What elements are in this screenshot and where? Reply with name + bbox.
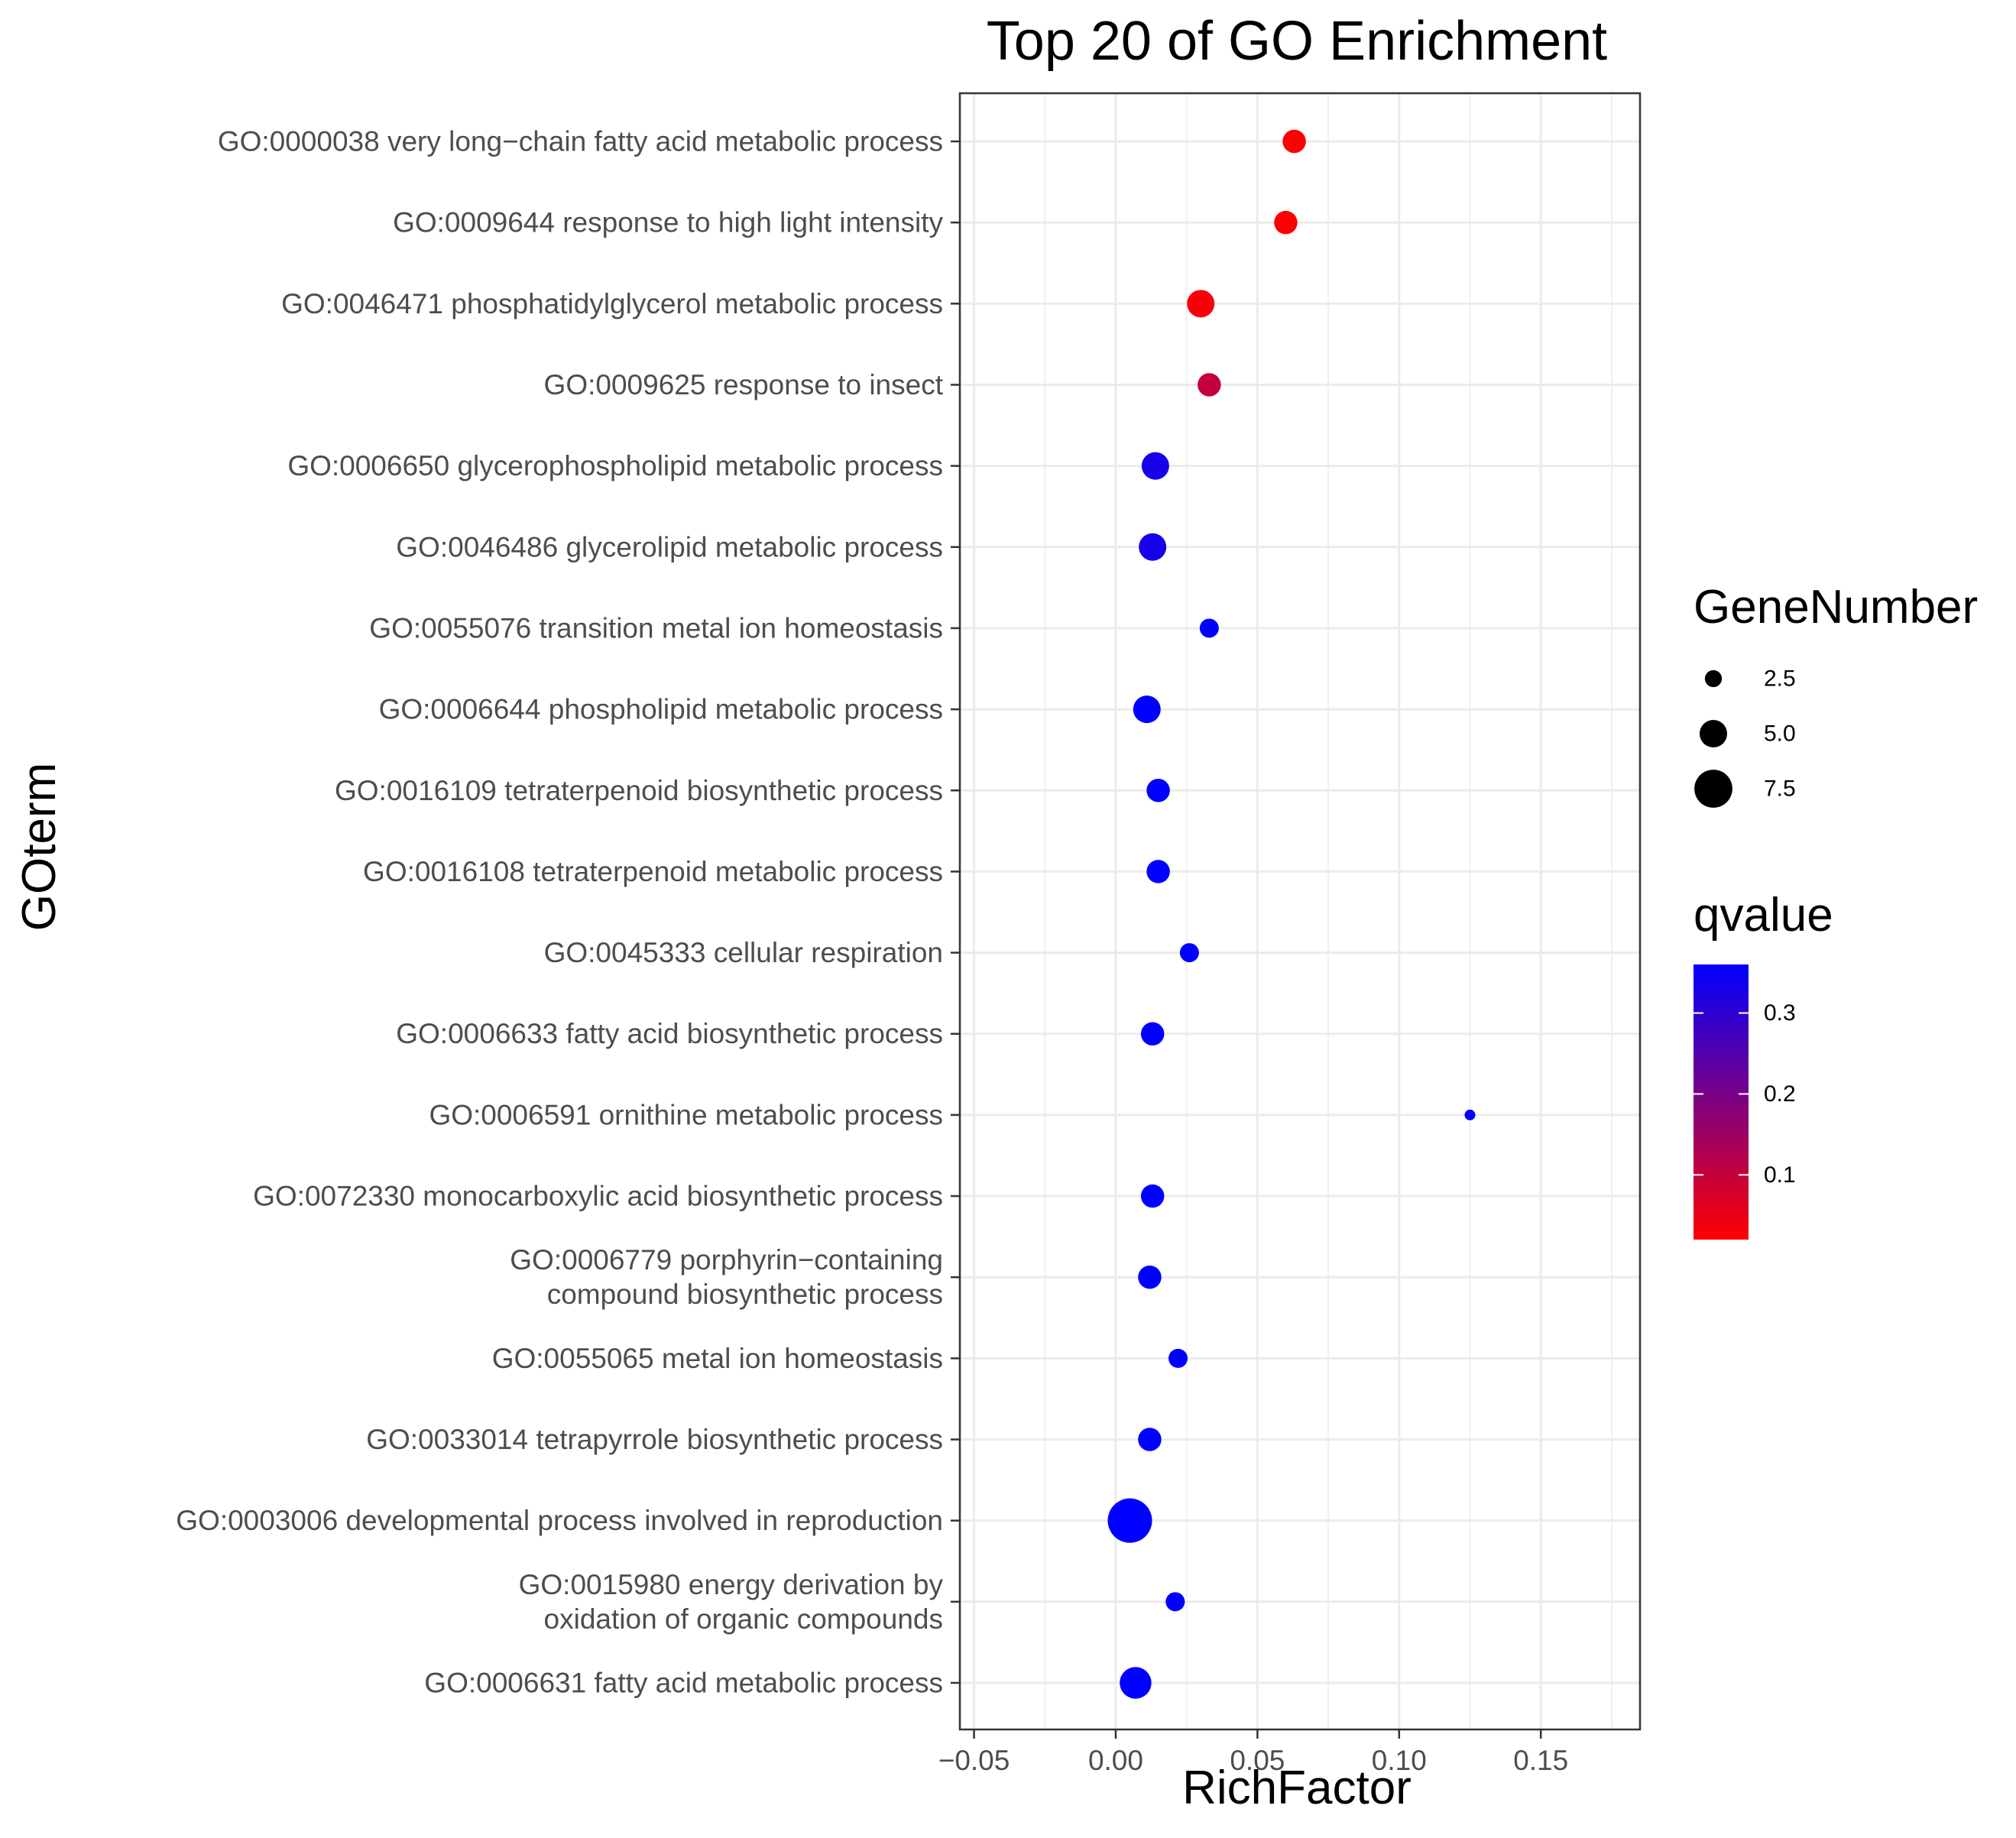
y-tick-label: GO:0006650 glycerophospholipid metabolic… — [287, 450, 943, 481]
y-tick-label: GO:0006644 phospholipid metabolic proces… — [379, 694, 943, 725]
y-tick-label: GO:0033014 tetrapyrrole biosynthetic pro… — [366, 1424, 943, 1455]
y-tick-label: GO:0055065 metal ion homeostasis — [492, 1343, 943, 1374]
data-point — [1133, 695, 1161, 724]
data-point — [1282, 129, 1306, 154]
y-tick-label: oxidation of organic compounds — [544, 1603, 943, 1635]
qvalue-legend: qvalue 0.3 0.2 0.1 — [1694, 889, 1833, 1240]
y-tick-label: GO:0016108 tetraterpenoid metabolic proc… — [363, 856, 943, 887]
y-tick-label: GO:0006591 ornithine metabolic process — [429, 1099, 943, 1130]
x-tick-label: 0.15 — [1513, 1745, 1568, 1776]
plot-panel: GO:0000038 very long−chain fatty acid me… — [176, 92, 1642, 1776]
size-legend-label: 7.5 — [1764, 776, 1796, 802]
y-tick-label: GO:0016109 tetraterpenoid biosynthetic p… — [335, 775, 943, 806]
y-tick-label: GO:0046471 phosphatidylglycerol metaboli… — [281, 288, 943, 319]
data-point — [1139, 533, 1167, 561]
data-point — [1179, 943, 1199, 963]
data-point — [1168, 1348, 1188, 1368]
data-point — [1146, 779, 1170, 802]
color-legend-label: 0.2 — [1764, 1081, 1796, 1107]
data-point — [1187, 290, 1215, 318]
y-tick-label: GO:0009625 response to insect — [544, 369, 944, 400]
size-legend-key — [1694, 770, 1732, 808]
data-point — [1146, 860, 1170, 883]
color-legend-label: 0.1 — [1764, 1162, 1796, 1188]
size-legend-key — [1704, 669, 1723, 688]
data-point — [1198, 373, 1221, 397]
size-legend-key — [1700, 720, 1727, 747]
y-tick-label: GO:0009644 response to high light intens… — [393, 207, 943, 238]
y-tick-label: GO:0006779 porphyrin−containing — [510, 1244, 943, 1276]
data-point — [1165, 1592, 1185, 1612]
color-legend-title: qvalue — [1694, 889, 1833, 942]
data-point — [1140, 1184, 1165, 1208]
x-tick-label: −0.05 — [938, 1745, 1010, 1776]
y-axis-title: GOterm — [13, 763, 66, 931]
color-legend-bar — [1694, 964, 1749, 1240]
color-legend-label: 0.3 — [1764, 1000, 1796, 1026]
y-tick-label: GO:0000038 very long−chain fatty acid me… — [218, 126, 943, 157]
y-tick-label: GO:0006633 fatty acid biosynthetic proce… — [396, 1018, 943, 1049]
x-tick-label: 0.00 — [1088, 1745, 1143, 1776]
data-point — [1141, 452, 1169, 480]
y-tick-label: GO:0006631 fatty acid metabolic process — [424, 1668, 943, 1699]
data-point — [1138, 1428, 1162, 1451]
x-axis-title: RichFactor — [1182, 1762, 1412, 1814]
y-tick-label: GO:0003006 developmental process involve… — [176, 1505, 943, 1536]
y-tick-label: compound biosynthetic process — [547, 1279, 943, 1310]
panel-border — [958, 92, 1642, 1731]
data-point — [1107, 1498, 1152, 1543]
y-tick-label: GO:0072330 monocarboxylic acid biosynthe… — [253, 1181, 943, 1212]
data-point — [1199, 618, 1219, 638]
data-point — [1464, 1109, 1476, 1120]
x-tick-label: 0.10 — [1372, 1745, 1427, 1776]
chart-title: Top 20 of GO Enrichment — [987, 11, 1607, 72]
panel-background — [960, 93, 1640, 1729]
size-legend-label: 5.0 — [1764, 721, 1796, 747]
data-point — [1120, 1667, 1152, 1699]
y-tick-label: GO:0045333 cellular respiration — [544, 937, 943, 968]
data-point — [1140, 1022, 1165, 1045]
data-point — [1138, 1265, 1162, 1289]
y-tick-label: GO:0046486 glycerolipid metabolic proces… — [396, 531, 943, 562]
y-tick-label: GO:0015980 energy derivation by — [519, 1569, 944, 1600]
size-legend-label: 2.5 — [1764, 666, 1796, 692]
gene-number-legend: GeneNumber 2.5 5.0 7.5 — [1694, 581, 1978, 808]
y-tick-label: GO:0055076 transition metal ion homeosta… — [369, 612, 943, 643]
data-point — [1274, 210, 1298, 235]
size-legend-title: GeneNumber — [1694, 581, 1978, 634]
x-tick-label: 0.05 — [1230, 1745, 1285, 1776]
